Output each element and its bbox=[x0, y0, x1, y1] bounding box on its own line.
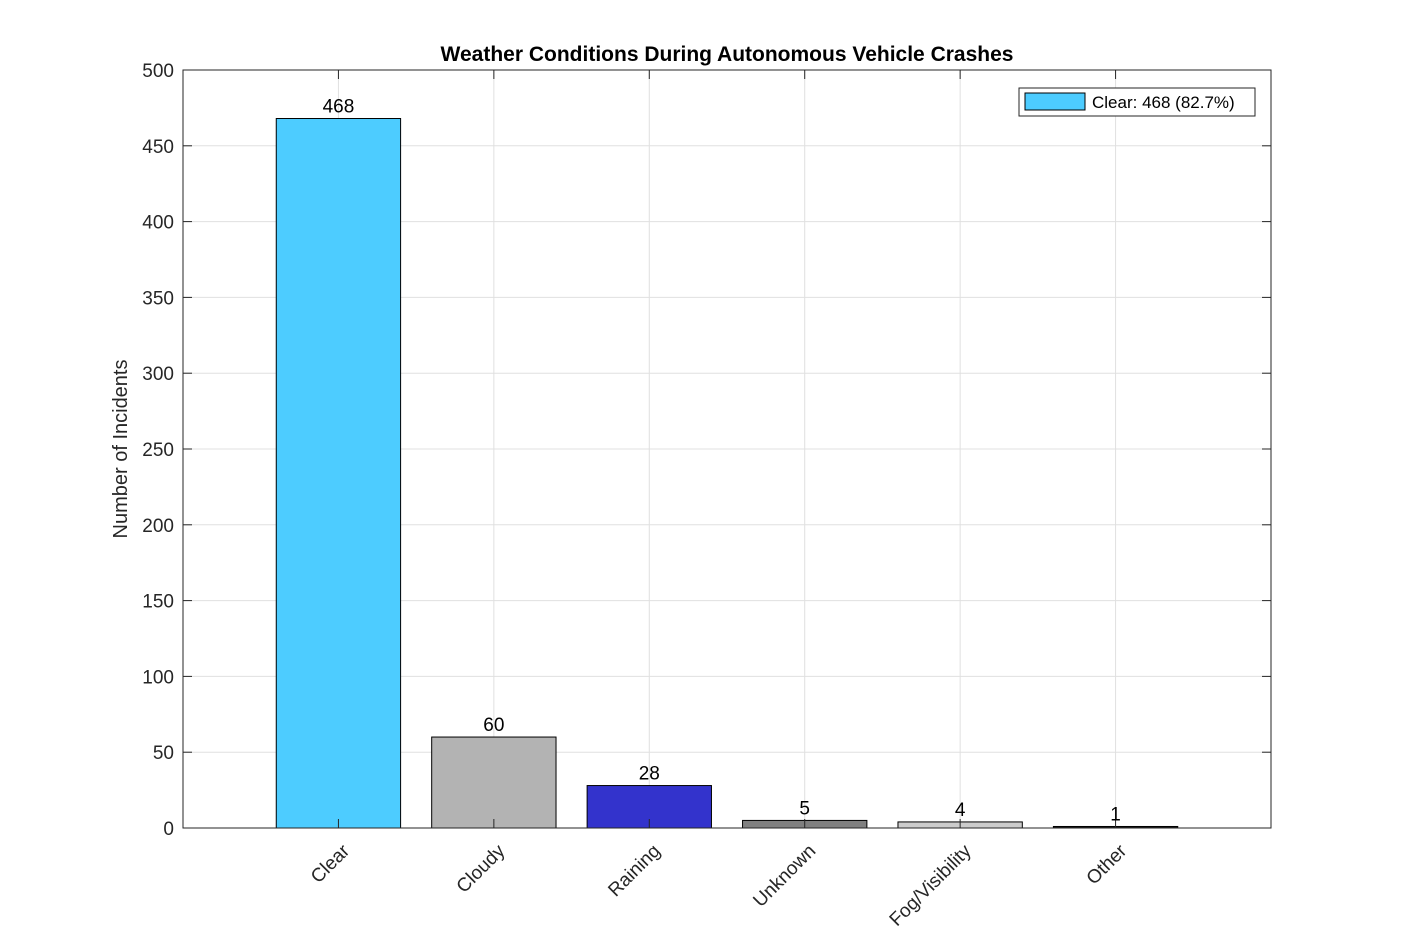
data-label: 60 bbox=[483, 715, 504, 736]
legend: Clear: 468 (82.7%) bbox=[1018, 87, 1256, 117]
y-tick-label: 50 bbox=[153, 743, 174, 764]
bar-cloudy bbox=[431, 736, 557, 829]
y-tick-label: 400 bbox=[142, 213, 174, 234]
data-label: 1 bbox=[1110, 804, 1121, 825]
chart-title: Weather Conditions During Autonomous Veh… bbox=[441, 43, 1014, 66]
x-tick-label: Unknown bbox=[749, 841, 820, 912]
y-tick-label: 200 bbox=[142, 516, 174, 537]
y-axis-ticks: 0 50 100 150 200 250 300 350 400 450 500 bbox=[142, 61, 1271, 840]
bar-clear bbox=[275, 118, 402, 829]
y-tick-label: 150 bbox=[142, 592, 174, 613]
y-tick-label: 300 bbox=[142, 364, 174, 385]
data-label: 4 bbox=[955, 800, 966, 821]
data-label: 5 bbox=[799, 798, 810, 819]
x-tick-label: Raining bbox=[604, 841, 664, 901]
y-tick-label: 250 bbox=[142, 440, 174, 461]
y-tick-label: 450 bbox=[142, 137, 174, 158]
y-axis-label: Number of Incidents bbox=[110, 360, 132, 539]
legend-swatch-clear bbox=[1024, 92, 1086, 111]
data-labels: 468 60 28 5 4 1 bbox=[323, 97, 1121, 826]
x-tick-label: Cloudy bbox=[453, 840, 510, 897]
y-tick-label: 0 bbox=[163, 819, 174, 840]
legend-entry-clear: Clear: 468 (82.7%) bbox=[1092, 93, 1235, 112]
x-tick-label: Other bbox=[1083, 840, 1132, 889]
y-tick-label: 500 bbox=[142, 61, 174, 82]
y-tick-label: 100 bbox=[142, 667, 174, 688]
bars bbox=[275, 118, 1179, 829]
x-tick-label: Clear bbox=[307, 840, 354, 887]
data-label: 468 bbox=[323, 97, 355, 118]
x-tick-label: Fog/Visibility bbox=[886, 840, 976, 930]
y-tick-label: 350 bbox=[142, 288, 174, 309]
data-label: 28 bbox=[639, 764, 660, 785]
x-axis-ticks: Clear Cloudy Raining Unknown Fog/Visibility O… bbox=[307, 70, 1132, 931]
